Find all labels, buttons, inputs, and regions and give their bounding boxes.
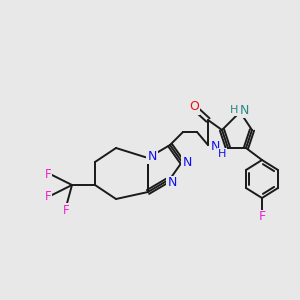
- Text: N: N: [167, 176, 177, 190]
- Text: N: N: [210, 140, 220, 154]
- Text: F: F: [45, 167, 51, 181]
- Text: F: F: [63, 203, 69, 217]
- Text: O: O: [189, 100, 199, 113]
- Text: N: N: [239, 103, 249, 116]
- Text: H: H: [230, 105, 238, 115]
- Text: F: F: [45, 190, 51, 202]
- Text: N: N: [182, 155, 192, 169]
- Text: N: N: [147, 149, 157, 163]
- Text: H: H: [218, 149, 226, 159]
- Text: F: F: [258, 211, 266, 224]
